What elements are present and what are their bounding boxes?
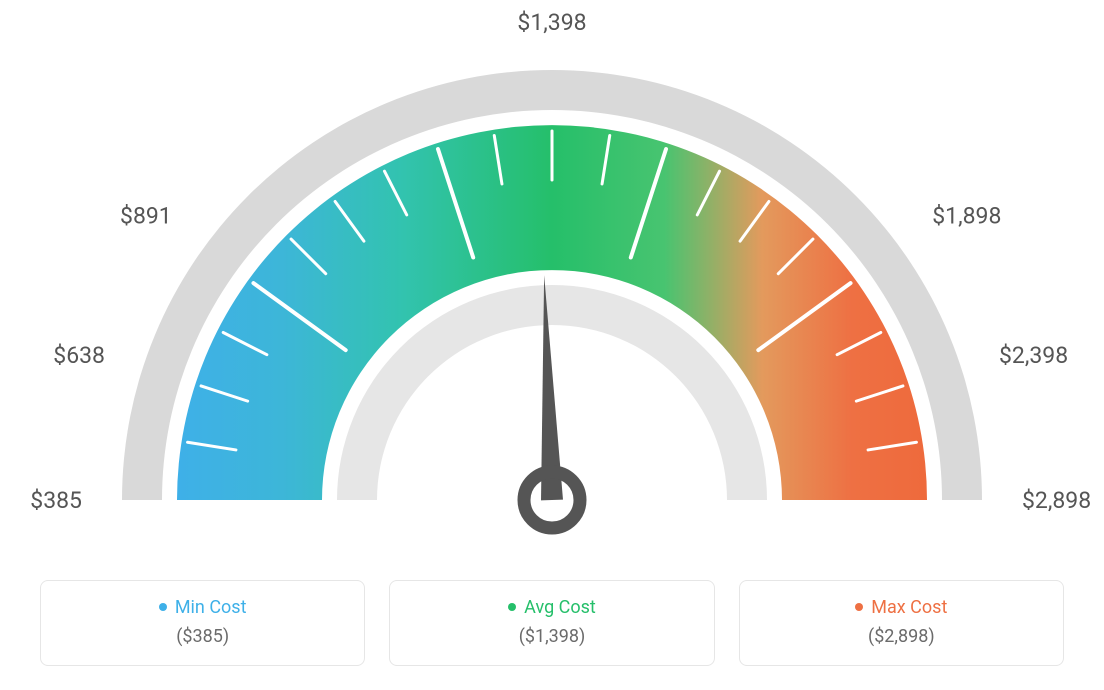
max-cost-value: ($2,898) — [758, 626, 1045, 647]
tick-label: $1,898 — [932, 203, 1001, 230]
gauge-chart-container: $385 $638 $891 $1,398 $1,898 $2,398 $2,898 Min… — [0, 0, 1104, 690]
avg-cost-dot — [508, 603, 516, 611]
max-cost-card: Max Cost ($2,898) — [739, 580, 1064, 666]
gauge-svg: $385 $638 $891 $1,398 $1,898 $2,398 $2,898 — [0, 0, 1104, 560]
tick-label: $2,398 — [999, 342, 1068, 369]
max-cost-label-text: Max Cost — [871, 597, 947, 618]
tick-label: $2,898 — [1022, 487, 1091, 514]
tick-label: $385 — [30, 487, 82, 514]
legend-row: Min Cost ($385) Avg Cost ($1,398) Max Co… — [40, 580, 1064, 666]
tick-label: $891 — [120, 203, 172, 230]
tick-label: $638 — [53, 342, 105, 369]
tick-label: $1,398 — [517, 9, 586, 36]
avg-cost-label: Avg Cost — [408, 597, 695, 618]
min-cost-value: ($385) — [59, 626, 346, 647]
avg-cost-value: ($1,398) — [408, 626, 695, 647]
min-cost-card: Min Cost ($385) — [40, 580, 365, 666]
max-cost-dot — [855, 603, 863, 611]
avg-cost-card: Avg Cost ($1,398) — [389, 580, 714, 666]
min-cost-label-text: Min Cost — [175, 597, 247, 618]
max-cost-label: Max Cost — [758, 597, 1045, 618]
gauge-zone: $385 $638 $891 $1,398 $1,898 $2,398 $2,898 — [0, 0, 1104, 560]
min-cost-label: Min Cost — [59, 597, 346, 618]
avg-cost-label-text: Avg Cost — [524, 597, 596, 618]
min-cost-dot — [159, 603, 167, 611]
